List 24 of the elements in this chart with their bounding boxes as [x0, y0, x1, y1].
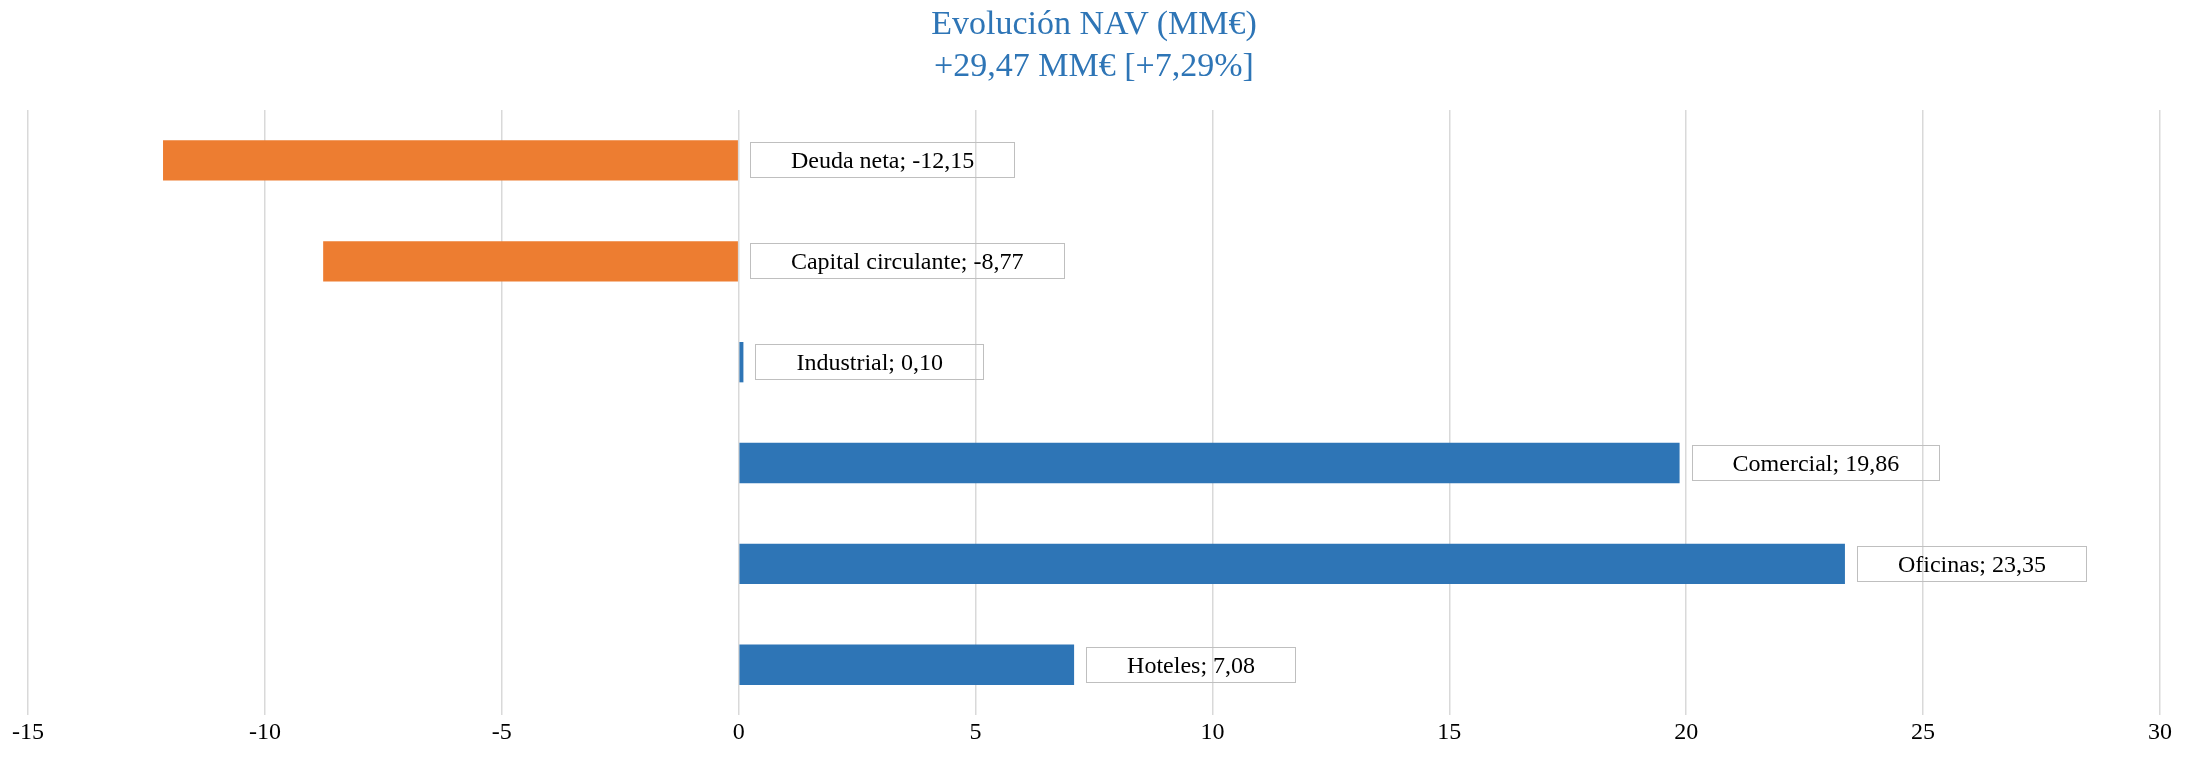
x-tick-label: -5 — [491, 717, 512, 744]
bar — [163, 140, 738, 181]
data-label: Oficinas; 23,35 — [1856, 545, 2087, 582]
x-tick-label: 20 — [1674, 717, 1699, 744]
x-tick-label: 15 — [1437, 717, 1462, 744]
data-label: Industrial; 0,10 — [755, 344, 985, 381]
x-tick-label: 5 — [969, 717, 982, 744]
bar — [739, 341, 744, 383]
x-tick-label: 10 — [1200, 717, 1225, 744]
bar — [739, 543, 1845, 585]
x-tick-label: 30 — [2148, 717, 2172, 744]
x-tick-label: 0 — [732, 717, 745, 744]
chart-title: Evolución NAV (MM€) — [930, 3, 1258, 43]
data-label: Capital circulante; -8,77 — [749, 243, 1065, 280]
data-label: Hoteles; 7,08 — [1086, 646, 1297, 683]
x-tick-label: -15 — [12, 717, 44, 744]
x-tick-label: -10 — [248, 717, 281, 744]
chart-subtitle: +29,47 MM€ [+7,29%] — [933, 45, 1255, 85]
bar — [739, 644, 1075, 685]
bar — [323, 241, 738, 282]
bar — [739, 442, 1680, 484]
data-label: Comercial; 19,86 — [1691, 445, 1941, 482]
x-tick-label: 25 — [1911, 717, 1936, 744]
data-label: Deuda neta; -12,15 — [749, 142, 1016, 179]
